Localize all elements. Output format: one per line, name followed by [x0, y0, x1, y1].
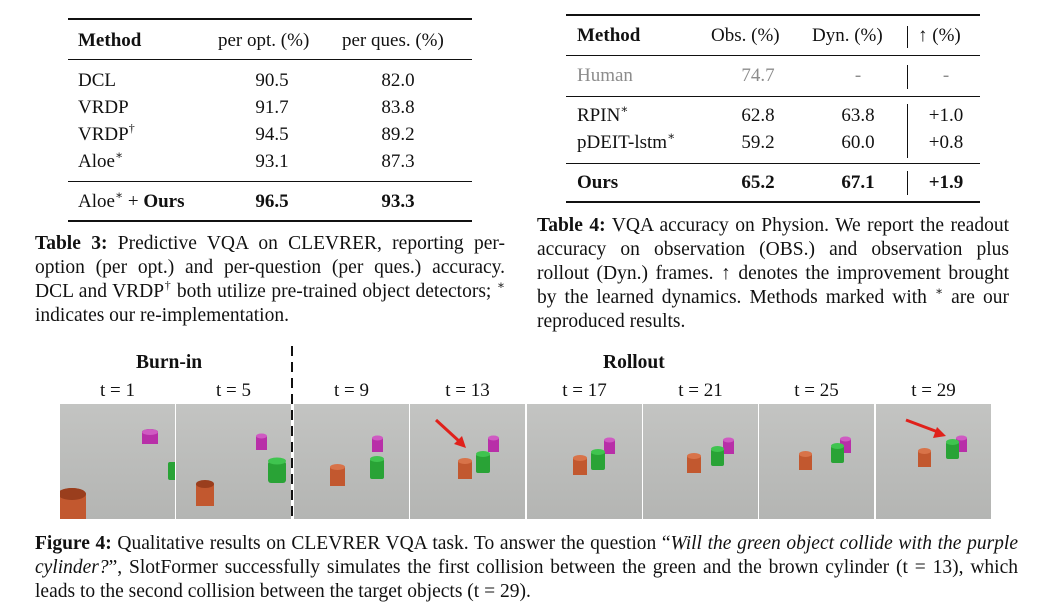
table-4-up: - — [942, 65, 950, 86]
caption-text: Predictive VQA on CLEVRER, reporting per… — [35, 233, 505, 302]
table-4-dyn: 67.1 — [841, 172, 875, 193]
table-3-ques: 82.0 — [381, 70, 415, 91]
table-3-top-rule — [68, 18, 472, 20]
frame-label: t = 13 — [445, 380, 490, 401]
table-3-method: VRDP — [78, 97, 129, 118]
table-3-mid-rule — [68, 59, 472, 60]
table-4-obs: 65.2 — [741, 172, 775, 193]
method-name: pDEIT-lstm — [577, 132, 668, 153]
table-4-header-obs: Obs. (%) — [711, 25, 780, 46]
method-name: VRDP — [78, 124, 129, 145]
table-4-method: Ours — [577, 172, 619, 193]
frame-label: t = 21 — [678, 380, 723, 401]
table-3-bottom-rule — [68, 220, 472, 222]
caption-text: ”, SlotFormer successfully simulates the… — [35, 557, 1018, 602]
frame-t25-image — [759, 404, 874, 519]
table-3-ques: 89.2 — [381, 124, 415, 145]
table-4-obs: 62.8 — [741, 105, 775, 126]
dagger-mark: † — [128, 120, 135, 135]
table-4-obs: 59.2 — [741, 132, 775, 153]
caption-question: Will the green object collide with the p… — [35, 533, 1018, 578]
table-3-header-opt: per opt. (%) — [218, 30, 310, 51]
column-divider — [907, 171, 908, 195]
table-4-header-dyn: Dyn. (%) — [812, 25, 883, 46]
table-4-dyn: 60.0 — [841, 132, 875, 153]
table-3-method: Aloe∗ + Ours — [78, 187, 185, 213]
asterisk-mark: ∗ — [620, 101, 629, 116]
method-name: RPIN — [577, 105, 621, 126]
table-4-method: pDEIT-lstm∗ — [577, 128, 676, 154]
column-divider — [907, 65, 908, 89]
table-4-top-rule — [566, 14, 980, 16]
frame-t21-image — [643, 404, 758, 519]
table-3-ques: 87.3 — [381, 151, 415, 172]
table-4-dyn: 63.8 — [841, 105, 875, 126]
table-3-method: Aloe∗ — [78, 147, 124, 173]
table-3-ques: 93.3 — [381, 191, 415, 212]
column-divider — [907, 104, 908, 158]
frame-t29-image — [876, 404, 991, 519]
table-4-mid-rule — [566, 55, 980, 56]
table-4-up: +0.8 — [928, 132, 964, 153]
burn-in-label: Burn-in — [136, 352, 203, 373]
caption-text: Qualitative results on CLEVRER VQA task.… — [111, 533, 671, 554]
frame-t13-image — [410, 404, 525, 519]
caption-label: Figure 4: — [35, 533, 112, 554]
frame-label: t = 29 — [911, 380, 956, 401]
table-4-bottom-rule — [566, 201, 980, 203]
column-divider — [907, 26, 908, 48]
rollout-label: Rollout — [603, 352, 665, 373]
table-3-opt: 91.7 — [255, 97, 289, 118]
caption-text: indicates our re-implementation. — [35, 305, 289, 326]
table-3-opt: 96.5 — [255, 191, 289, 212]
asterisk-mark: ∗ — [934, 283, 944, 298]
caption-label: Table 3: — [35, 233, 108, 254]
plus-sign: + — [123, 191, 144, 212]
asterisk-mark: ∗ — [114, 147, 124, 162]
table-4-obs: 74.7 — [741, 65, 775, 86]
asterisk-mark: ∗ — [496, 277, 505, 292]
table-3-opt: 93.1 — [255, 151, 289, 172]
table-4-sep-rule — [566, 96, 980, 97]
table-4-dyn: - — [854, 65, 862, 86]
figure-4-caption: Figure 4: Qualitative results on CLEVRER… — [35, 532, 1018, 604]
caption-text: are our reproduced results. — [537, 287, 1009, 332]
frame-label: t = 5 — [216, 380, 251, 401]
frame-t9-image — [294, 404, 409, 519]
asterisk-mark: ∗ — [114, 187, 124, 202]
table-3-ques: 83.8 — [381, 97, 415, 118]
burn-in-divider — [291, 346, 293, 522]
table-3-header-method: Method — [78, 30, 142, 51]
asterisk-mark: ∗ — [667, 128, 676, 143]
table-4-caption: Table 4: VQA accuracy on Physion. We rep… — [537, 214, 1009, 334]
table-3-header-ques: per ques. (%) — [342, 30, 444, 51]
caption-text: VQA accuracy on Physion. We report the r… — [537, 215, 1009, 308]
table-4-method: RPIN∗ — [577, 101, 629, 127]
caption-text: both utilize pre-trained object detector… — [171, 281, 497, 302]
method-name: Aloe — [78, 151, 115, 172]
table-4-method: Human — [577, 65, 633, 86]
table-3-method: VRDP† — [78, 120, 135, 146]
table-4-up: +1.0 — [928, 105, 964, 126]
frame-t5-image — [176, 404, 291, 519]
table-3-caption: Table 3: Predictive VQA on CLEVRER, repo… — [35, 232, 505, 328]
frame-label: t = 17 — [562, 380, 607, 401]
ours-label: Ours — [143, 191, 185, 212]
table-4-header-up: ↑ (%) — [918, 25, 961, 46]
table-3-opt: 94.5 — [255, 124, 289, 145]
caption-label: Table 4: — [537, 215, 606, 236]
table-4-up: +1.9 — [928, 172, 964, 193]
table-4-header-method: Method — [577, 25, 641, 46]
table-4-sep-rule-2 — [566, 163, 980, 164]
frame-t1-image — [60, 404, 175, 519]
table-3-sep-rule — [68, 181, 472, 182]
table-3-opt: 90.5 — [255, 70, 289, 91]
dagger-mark: † — [164, 277, 172, 292]
table-3-method: DCL — [78, 70, 116, 91]
frame-t17-image — [527, 404, 642, 519]
frame-label: t = 25 — [794, 380, 839, 401]
method-name: Aloe — [78, 191, 115, 212]
frame-label: t = 9 — [334, 380, 369, 401]
frame-label: t = 1 — [100, 380, 135, 401]
